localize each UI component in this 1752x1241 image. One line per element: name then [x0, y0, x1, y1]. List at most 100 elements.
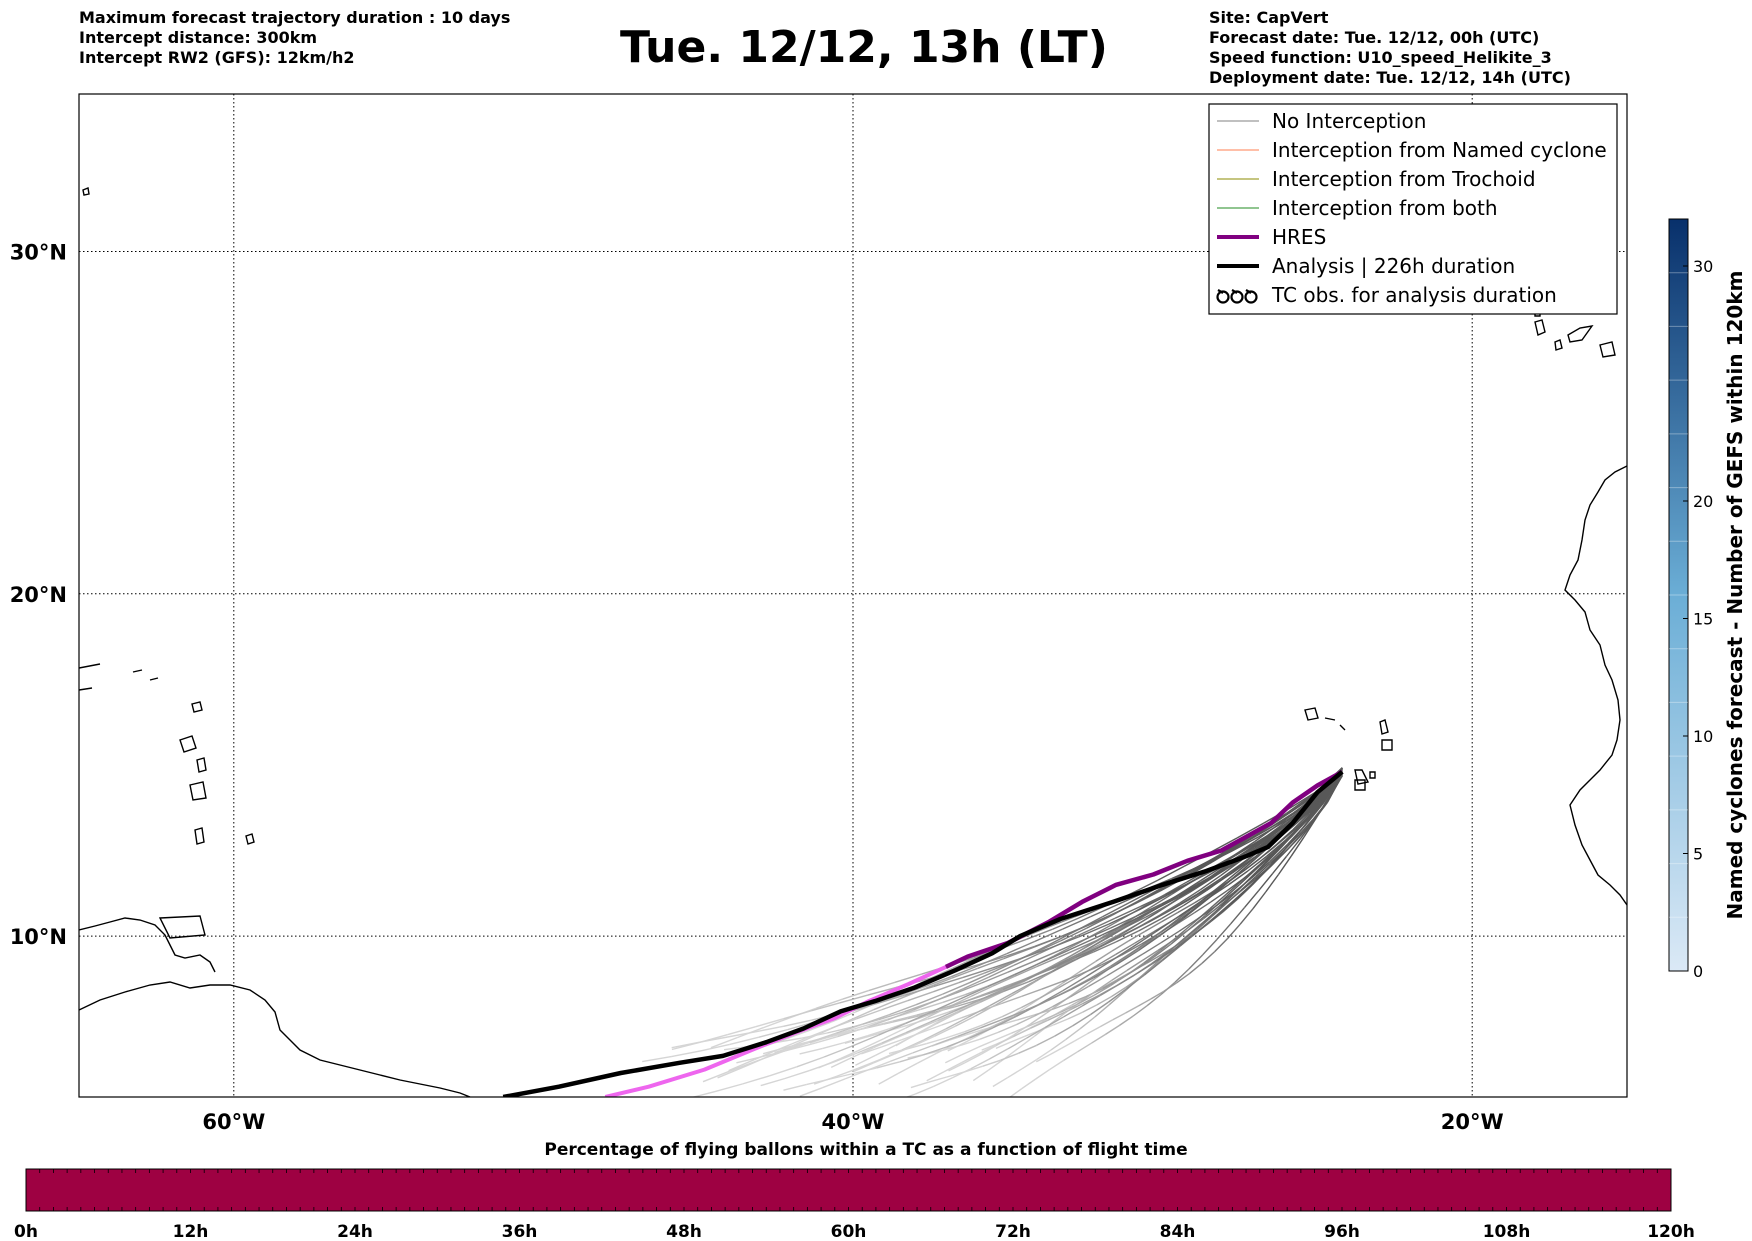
- ensemble-track-segment: [760, 1077, 786, 1087]
- ensemble-track-segment: [975, 1004, 997, 1017]
- ensemble-track-segment: [1206, 880, 1227, 898]
- ensemble-track-segment: [994, 1015, 1015, 1027]
- ensemble-track-segment: [901, 1039, 925, 1051]
- ensemble-track-segment: [1111, 940, 1129, 952]
- colorbar-tick-label: 5: [1693, 845, 1703, 864]
- ensemble-track-segment: [1080, 937, 1103, 949]
- ensemble-track-segment: [1166, 878, 1197, 896]
- site-info: Site: CapVert Forecast date: Tue. 12/12,…: [1209, 8, 1571, 88]
- percentage-bar-label: 60h: [831, 1222, 867, 1241]
- ensemble-track-segment: [1115, 930, 1140, 943]
- ensemble-track-segment: [1095, 950, 1113, 962]
- ensemble-track-segment: [1318, 775, 1343, 807]
- ensemble-track-segment: [857, 1042, 883, 1054]
- ensemble-track-segment: [969, 970, 997, 984]
- ensemble-track-segment: [995, 992, 1017, 1006]
- ensemble-track-segment: [1049, 1059, 1064, 1071]
- ensemble-track-segment: [1214, 938, 1228, 953]
- ensemble-track-segment: [1252, 891, 1267, 910]
- ensemble-track-segment: [811, 1002, 840, 1012]
- ensemble-track-segment: [1290, 836, 1305, 857]
- ensemble-track-segment: [1001, 995, 1022, 1005]
- ensemble-track-segment: [1079, 977, 1097, 991]
- ensemble-track-segment: [958, 1001, 981, 1013]
- ensemble-track-segment: [987, 984, 1012, 995]
- ensemble-track-segment: [1125, 1005, 1139, 1014]
- map-gridlines: [79, 94, 1627, 1097]
- ensemble-track-segment: [1188, 954, 1204, 970]
- ensemble-track-segment: [1179, 889, 1201, 904]
- ensemble-track-segment: [1161, 911, 1179, 923]
- ensemble-track-segment: [972, 1069, 989, 1082]
- ensemble-track-segment: [904, 985, 935, 996]
- ensemble-track-segment: [928, 1076, 947, 1083]
- ensemble-track-segment: [1203, 905, 1222, 923]
- legend-label: HRES: [1272, 225, 1326, 249]
- ensemble-track-segment: [1047, 1011, 1066, 1021]
- ensemble-track-segment: [1150, 990, 1165, 1000]
- island-canary-1: [1534, 319, 1546, 336]
- ensemble-track-segment: [964, 1053, 982, 1064]
- ensemble-track-segment: [1003, 948, 1031, 960]
- ensemble-track-segment: [1051, 956, 1076, 969]
- ensemble-track-segment: [855, 1054, 877, 1066]
- percentage-bar-label: 72h: [995, 1222, 1031, 1241]
- ensemble-track-segment: [1137, 960, 1157, 974]
- ensemble-track-segment: [1095, 979, 1112, 992]
- percentage-bar-fill: [25, 1168, 1672, 1212]
- ensemble-track-segment: [779, 1037, 806, 1050]
- ensemble-track-segment: [978, 988, 1004, 1002]
- ensemble-track-segment: [905, 1016, 928, 1029]
- ensemble-track-segment: [920, 1001, 944, 1010]
- ensemble-track-segment: [875, 1044, 897, 1056]
- ensemble-track-segment: [907, 991, 934, 1002]
- ensemble-track-segment: [1159, 902, 1181, 916]
- colorbar-title: Named cyclones forecast - Number of GEFS…: [1723, 271, 1747, 920]
- ensemble-track-segment: [823, 1045, 852, 1058]
- ensemble-track-segment: [1193, 919, 1213, 936]
- ensemble-track-segment: [1235, 831, 1263, 848]
- ensemble-track-segment: [897, 1062, 918, 1075]
- ensemble-track-segment: [930, 1010, 955, 1023]
- ensemble-track-segment: [1094, 1004, 1110, 1018]
- ensemble-track-segment: [717, 1066, 744, 1079]
- ensemble-track-segment: [671, 1041, 701, 1051]
- lon-tick-label: 60°W: [202, 1110, 265, 1134]
- legend-label: Interception from both: [1272, 196, 1498, 220]
- ensemble-track-segment: [939, 1001, 964, 1010]
- ensemble-track-segment: [1222, 883, 1241, 901]
- ensemble-track-segment: [1018, 1035, 1036, 1049]
- ensemble-track-segment: [830, 1018, 857, 1030]
- ensemble-track-segment: [933, 976, 964, 988]
- ensemble-track-segment: [753, 1048, 780, 1061]
- ensemble-track-segment: [945, 1016, 969, 1030]
- ensemble-track-segment: [1002, 978, 1028, 991]
- ensemble-track-segment: [1049, 916, 1075, 928]
- ensemble-track-segment: [1155, 915, 1180, 933]
- ensemble-track-segment: [1088, 975, 1108, 988]
- ensemble-track-segment: [988, 964, 1015, 978]
- ensemble-track-segment: [1287, 828, 1307, 850]
- ensemble-track-segment: [1096, 996, 1112, 1006]
- ensemble-track-segment: [1015, 980, 1038, 994]
- ensemble-track-segment: [1000, 1019, 1018, 1026]
- ensemble-track-segment: [1110, 974, 1128, 987]
- ensemble-track-segment: [980, 986, 1004, 997]
- ensemble-track-segment: [1025, 925, 1051, 937]
- island-dominica: [196, 757, 207, 773]
- ensemble-track-segment: [784, 1070, 810, 1080]
- ensemble-track-segment: [1216, 923, 1232, 941]
- ensemble-track-segment: [1063, 1051, 1078, 1062]
- ensemble-track-segment: [1162, 945, 1181, 962]
- ensemble-track-segment: [942, 994, 966, 1003]
- ensemble-track-segment: [1188, 917, 1205, 931]
- ensemble-track-segment: [1185, 921, 1205, 938]
- ensemble-track-segment: [1015, 1003, 1040, 1018]
- ensemble-track-segment: [856, 1008, 883, 1020]
- ensemble-track-segment: [1032, 950, 1060, 963]
- percentage-bar-label: 96h: [1324, 1222, 1360, 1241]
- ensemble-track-segment: [783, 1010, 812, 1020]
- ensemble-track-segment: [1183, 890, 1207, 906]
- ensemble-track-segment: [1163, 982, 1177, 992]
